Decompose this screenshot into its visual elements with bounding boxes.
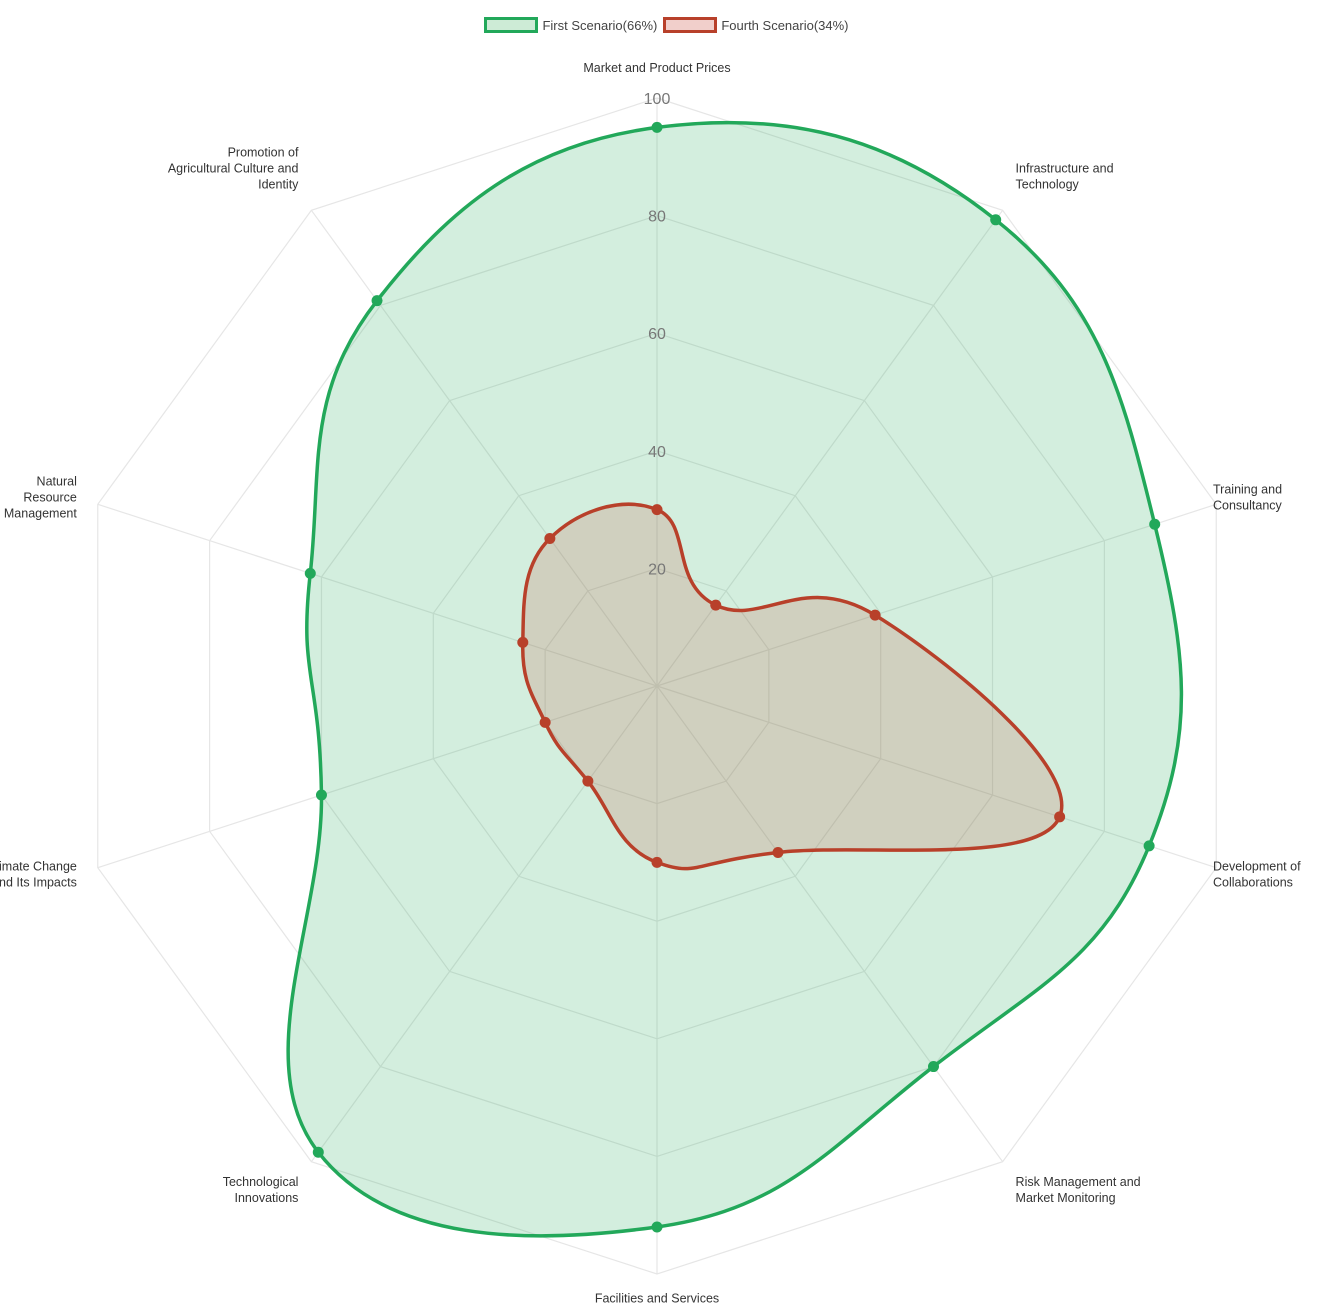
axis-spoke [656,503,1217,687]
axis-label: Development of Collaborations [1213,860,1301,890]
data-point[interactable] [651,504,663,516]
data-point[interactable] [710,599,722,611]
data-point[interactable] [869,609,881,621]
data-point[interactable] [927,1061,939,1073]
axis-label: Facilities and Services [595,1291,719,1305]
axis-spoke [97,503,658,687]
data-point[interactable] [651,1221,663,1233]
tick-label: 80 [648,209,666,226]
data-point[interactable] [651,121,663,133]
axis-spoke [97,685,658,869]
data-point[interactable] [312,1146,324,1158]
data-point[interactable] [1054,811,1066,823]
axis-label: Risk Management and Market Monitoring [1016,1175,1141,1205]
data-point[interactable] [371,295,383,307]
data-point[interactable] [1149,518,1161,530]
data-point[interactable] [772,846,784,858]
axis-spoke [656,685,1217,869]
radar-grid [97,97,1217,1275]
tick-label: 100 [644,91,671,108]
series-1 [517,502,1066,871]
tick-labels: 20 40 60 80 100 [644,91,671,578]
legend-item-first-scenario[interactable]: First Scenario(66%) [484,17,657,33]
legend-label-fourth-scenario: Fourth Scenario(34%) [721,17,849,33]
axis-spoke [310,685,658,1163]
legend-swatch-fourth-scenario [663,17,718,33]
axis-labels: Market and Product Prices Infrastructure … [0,61,1301,1305]
data-point[interactable] [539,716,551,728]
axis-spoke [656,685,1004,1163]
data-point[interactable] [582,775,594,787]
legend-swatch-first-scenario [484,17,539,33]
axis-label: Training and Consultancy [1213,482,1283,512]
data-point[interactable] [517,636,529,648]
data-point[interactable] [304,567,316,579]
legend: First Scenario(66%) Fourth Scenario(34%) [0,17,1333,33]
legend-label-first-scenario: First Scenario(66%) [542,17,658,33]
series-area [286,120,1184,1238]
series-area [521,502,1064,871]
axis-label: Technological Innovations [223,1175,299,1205]
data-point[interactable] [990,214,1002,226]
axis-label: Natural Resource Management [4,474,77,520]
tick-label: 40 [648,444,666,461]
data-point[interactable] [651,856,663,868]
data-point[interactable] [315,789,327,801]
axis-label: Promotion of Agricultural Culture and Iden… [168,145,299,191]
tick-label: 20 [648,561,666,578]
data-point[interactable] [544,533,556,545]
series-0 [286,120,1184,1238]
axis-spoke [310,209,658,687]
axis-label: Infrastructure and Technology [1016,161,1114,191]
axis-label: Market and Product Prices [583,61,730,75]
tick-label: 60 [648,326,666,343]
legend-item-fourth-scenario[interactable]: Fourth Scenario(34%) [663,17,849,33]
data-point[interactable] [1143,840,1155,852]
